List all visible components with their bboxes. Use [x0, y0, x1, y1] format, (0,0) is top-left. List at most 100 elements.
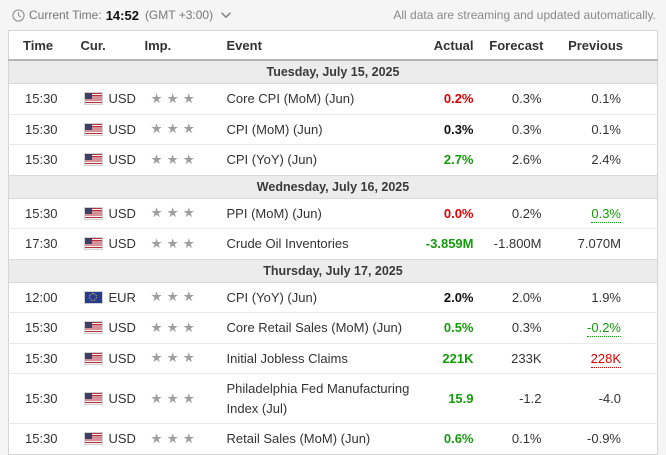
event-row[interactable]: 15:30 USD ★★★ Retail Sales (MoM) (Jun) 0.6% 0… — [8, 423, 658, 454]
event-time: 15:30 — [8, 144, 67, 175]
event-name[interactable]: PPI (MoM) (Jun) — [212, 197, 422, 229]
actual-cell: 2.0% — [421, 281, 482, 313]
column-header-row: Time Cur. Imp. Event Actual Forecast Pre… — [8, 30, 658, 61]
event-row[interactable]: 15:30 USD ★★★ CPI (YoY) (Jun) 2.7% 2.6% 2.4% — [8, 144, 658, 175]
previous-cell: 0.1% — [557, 83, 658, 114]
importance-cell: ★★★ — [130, 373, 213, 424]
previous-cell: 1.9% — [557, 281, 658, 313]
time-selector[interactable]: Current Time: 14:52 (GMT +3:00) — [12, 8, 231, 23]
previous-cell: -4.0 — [557, 373, 658, 424]
actual-value: -3.859M — [425, 236, 474, 252]
event-time: 15:30 — [8, 83, 67, 114]
currency-cell: USD — [66, 228, 136, 259]
forecast-value: 0.3% — [511, 121, 542, 137]
currency-cell: USD — [66, 83, 136, 114]
previous-value: 1.9% — [591, 289, 621, 305]
importance-stars: ★★★ — [150, 319, 199, 335]
previous-cell: 0.3% — [557, 197, 658, 229]
currency-code: EUR — [108, 289, 136, 305]
event-row[interactable]: 15:30 USD ★★★ Philadelphia Fed Manufacturin… — [8, 373, 658, 424]
forecast-value: 0.2% — [511, 205, 542, 221]
current-time-label: Current Time: — [29, 8, 102, 22]
timezone-label: (GMT +3:00) — [144, 8, 214, 22]
importance-cell: ★★★ — [130, 144, 213, 175]
forecast-value: 0.1% — [511, 431, 542, 447]
importance-cell: ★★★ — [130, 342, 213, 374]
actual-cell: 0.6% — [421, 423, 482, 454]
forecast-cell: -1.800M — [481, 228, 558, 259]
currency-cell: USD — [66, 197, 136, 229]
event-time: 17:30 — [8, 228, 67, 259]
previous-value: -0.9% — [587, 431, 621, 447]
date-label: Thursday, July 17, 2025 — [8, 258, 658, 283]
column-header-actual: Actual — [421, 30, 482, 61]
eu-flag-icon — [84, 291, 102, 303]
event-name[interactable]: Crude Oil Inventories — [212, 228, 422, 259]
event-time: 15:30 — [8, 342, 67, 374]
actual-cell: -3.859M — [421, 228, 482, 259]
event-name[interactable]: Philadelphia Fed Manufacturing Index (Ju… — [212, 373, 422, 424]
date-header-row: Thursday, July 17, 2025 — [8, 258, 658, 283]
importance-stars: ★★★ — [150, 121, 199, 137]
column-header-imp: Imp. — [130, 30, 213, 61]
event-name[interactable]: Retail Sales (MoM) (Jun) — [212, 423, 422, 454]
importance-cell: ★★★ — [130, 281, 213, 313]
currency-code: USD — [108, 236, 136, 252]
us-flag-icon — [84, 207, 102, 219]
streaming-note: All data are streaming and updated autom… — [393, 8, 656, 22]
event-time: 15:30 — [8, 423, 67, 454]
event-row[interactable]: 15:30 USD ★★★ Initial Jobless Claims 221K 233… — [8, 342, 658, 374]
forecast-cell: 0.3% — [481, 113, 558, 145]
event-name[interactable]: Core Retail Sales (MoM) (Jun) — [212, 312, 422, 343]
forecast-value: -1.800M — [493, 236, 542, 252]
column-header-time: Time — [8, 30, 67, 61]
actual-cell: 221K — [421, 342, 482, 374]
event-name[interactable]: Initial Jobless Claims — [212, 342, 422, 374]
previous-value: 0.1% — [591, 91, 621, 107]
event-row[interactable]: 12:00 EUR ★★★ CPI (YoY) (Jun) 2.0% 2.0% 1.9% — [8, 281, 658, 313]
economic-calendar-table: Time Cur. Imp. Event Actual Forecast Pre… — [8, 30, 658, 455]
currency-cell: USD — [66, 373, 136, 424]
event-row[interactable]: 15:30 USD ★★★ Core Retail Sales (MoM) (Jun)… — [8, 312, 658, 343]
column-header-cur: Cur. — [66, 30, 131, 61]
event-row[interactable]: 15:30 USD ★★★ Core CPI (MoM) (Jun) 0.2% 0.3% 0… — [8, 83, 658, 114]
importance-cell: ★★★ — [130, 228, 213, 259]
actual-value: 0.5% — [443, 320, 474, 336]
previous-cell: 7.070M — [557, 228, 658, 259]
actual-value: 0.2% — [443, 91, 474, 107]
forecast-value: 2.0% — [511, 289, 542, 305]
us-flag-icon — [84, 433, 102, 445]
forecast-value: 0.3% — [511, 320, 542, 336]
importance-cell: ★★★ — [130, 423, 213, 454]
importance-stars: ★★★ — [150, 151, 199, 167]
event-time: 15:30 — [8, 197, 67, 229]
topbar: Current Time: 14:52 (GMT +3:00) All data… — [0, 0, 666, 30]
event-name[interactable]: CPI (MoM) (Jun) — [212, 113, 422, 145]
event-row[interactable]: 17:30 USD ★★★ Crude Oil Inventories -3.859M -… — [8, 228, 658, 259]
us-flag-icon — [84, 154, 102, 166]
event-time: 15:30 — [8, 113, 67, 145]
importance-stars: ★★★ — [150, 390, 199, 406]
event-row[interactable]: 15:30 USD ★★★ PPI (MoM) (Jun) 0.0% 0.2% 0.3% — [8, 197, 658, 229]
currency-code: USD — [108, 152, 136, 168]
event-name[interactable]: Core CPI (MoM) (Jun) — [212, 83, 422, 114]
previous-cell: 0.1% — [557, 113, 658, 145]
event-name[interactable]: CPI (YoY) (Jun) — [212, 281, 422, 313]
column-header-forecast: Forecast — [481, 30, 558, 61]
currency-code: USD — [108, 91, 136, 107]
currency-cell: USD — [66, 113, 136, 145]
us-flag-icon — [84, 352, 102, 364]
forecast-value: 0.3% — [511, 91, 542, 107]
us-flag-icon — [84, 393, 102, 404]
forecast-value: 2.6% — [511, 152, 542, 168]
forecast-cell: 2.6% — [481, 144, 558, 175]
importance-stars: ★★★ — [150, 90, 199, 106]
actual-value: 0.6% — [443, 431, 474, 447]
event-row[interactable]: 15:30 USD ★★★ CPI (MoM) (Jun) 0.3% 0.3% 0.1% — [8, 113, 658, 145]
previous-value: -0.2% — [587, 320, 621, 338]
importance-stars: ★★★ — [150, 205, 199, 221]
chevron-down-icon[interactable] — [221, 11, 231, 19]
event-name[interactable]: CPI (YoY) (Jun) — [212, 144, 422, 175]
previous-value: 2.4% — [591, 152, 621, 168]
forecast-cell: -1.2 — [481, 373, 558, 424]
